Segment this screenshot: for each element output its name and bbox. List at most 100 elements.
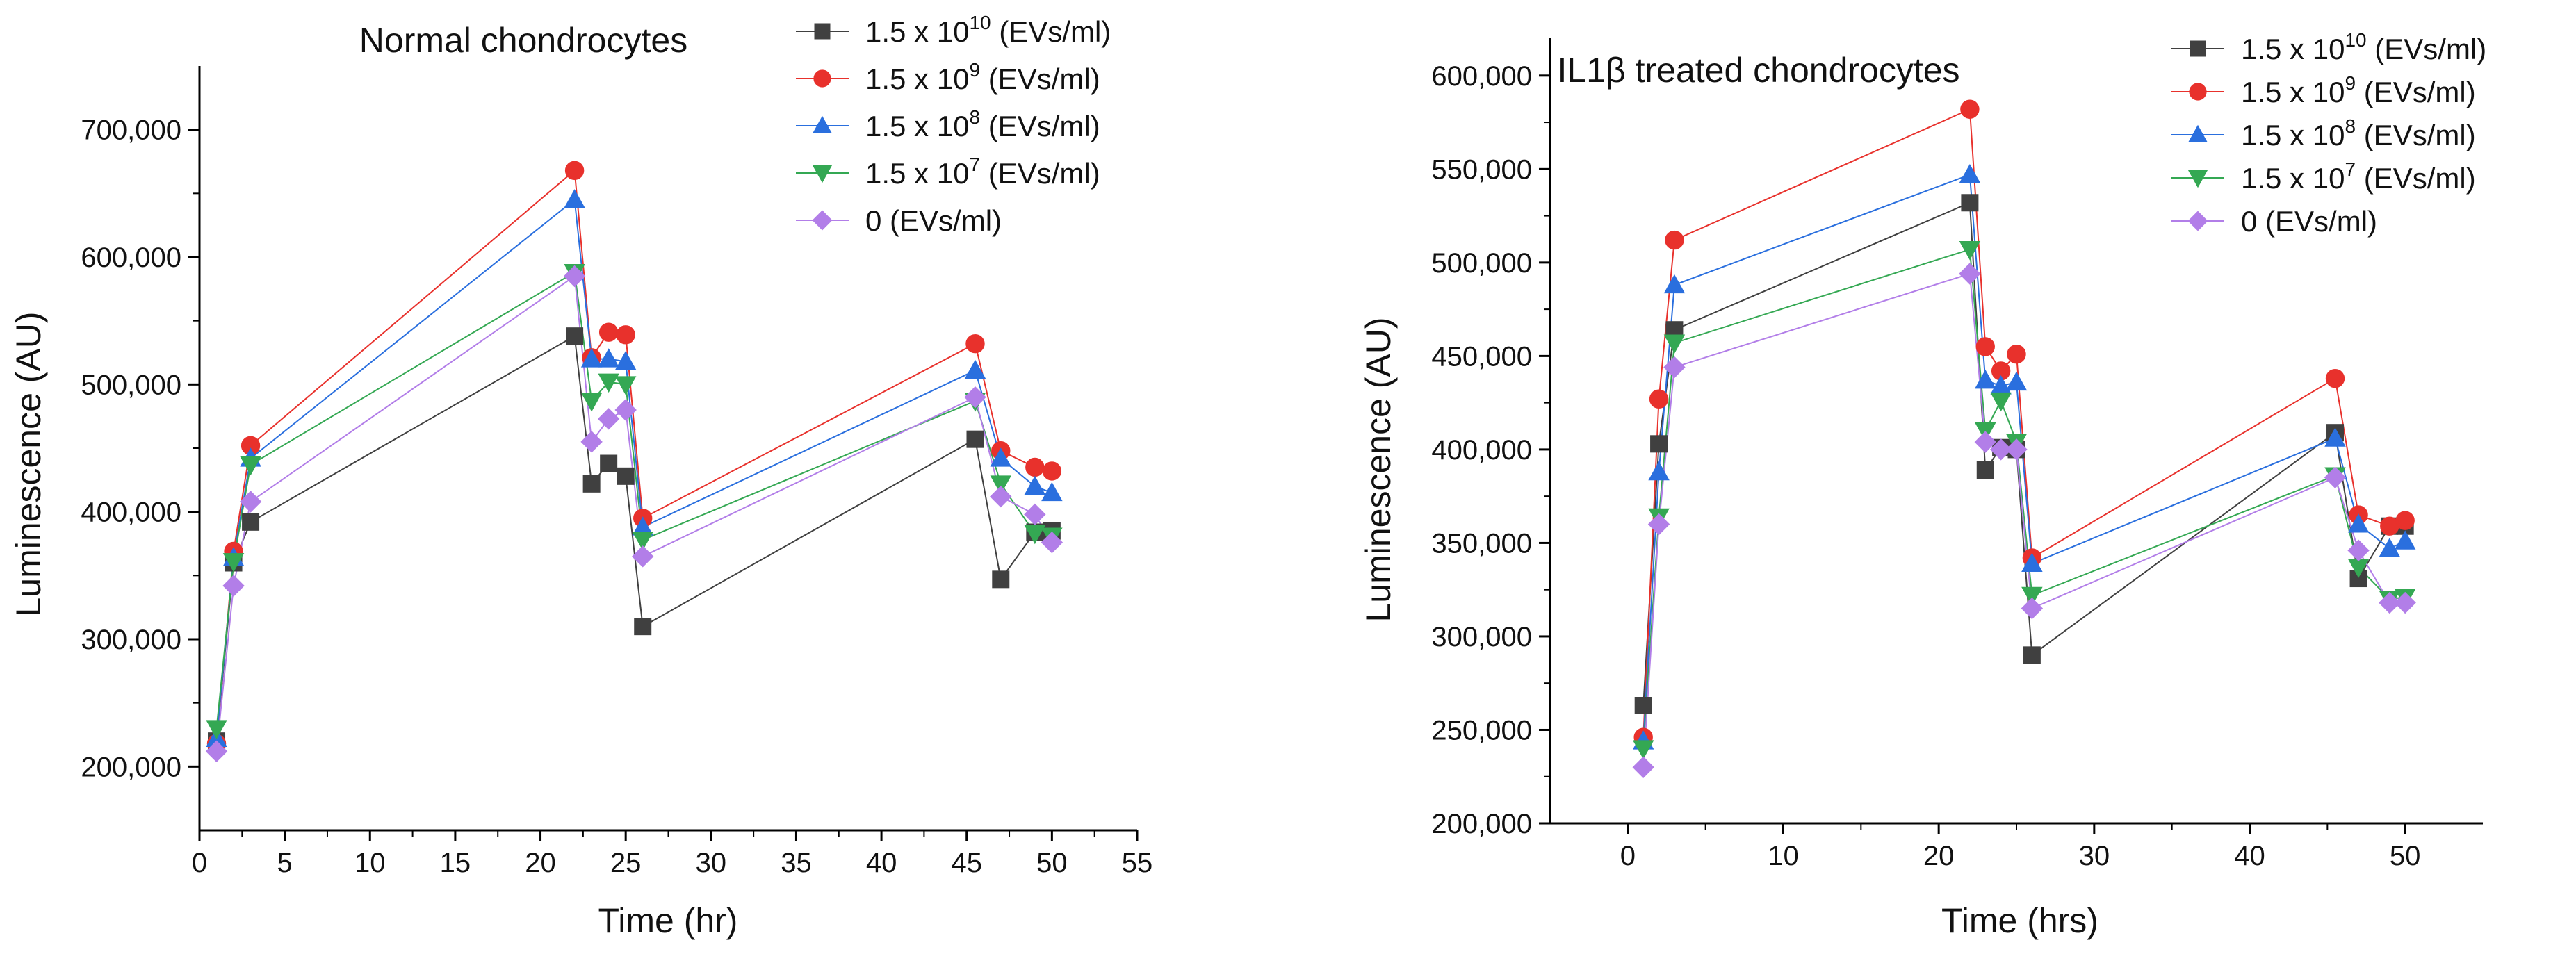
y-tick-label: 300,000: [1431, 622, 1532, 652]
series-group: [205, 160, 1063, 763]
data-point: [1959, 241, 1981, 261]
x-tick-label: 40: [2234, 841, 2265, 871]
data-point: [2005, 438, 2028, 461]
legend-label: 1.5 x 109 (EVs/ml): [2241, 72, 2476, 108]
data-point: [1663, 274, 1686, 294]
data-point: [614, 399, 637, 421]
series-line: [1642, 248, 2406, 749]
chart-title: Normal chondrocytes: [359, 21, 687, 60]
data-point: [2324, 466, 2347, 488]
y-tick-label: 400,000: [1431, 435, 1532, 466]
data-point: [1632, 756, 1654, 778]
legend-label: 1.5 x 1010 (EVs/ml): [865, 12, 1111, 48]
chart-panel-normal: Normal chondrocytes Luminescence (AU) Ti…: [9, 12, 1152, 940]
data-point: [634, 618, 652, 636]
data-point: [1025, 457, 1045, 477]
y-tick-label: 300,000: [81, 625, 181, 655]
data-point: [240, 456, 261, 476]
data-point: [205, 740, 228, 763]
data-point: [600, 454, 618, 472]
data-point: [564, 160, 585, 181]
x-tick-label: 30: [2079, 841, 2110, 871]
legend-marker: [813, 69, 831, 88]
data-point: [1647, 513, 1670, 536]
legend-marker: [814, 23, 831, 40]
data-point: [242, 513, 260, 531]
legend-label: 1.5 x 109 (EVs/ml): [865, 59, 1100, 95]
data-point: [580, 348, 603, 368]
legend-label: 0 (EVs/ml): [865, 204, 1002, 237]
legend: 1.5 x 1010 (EVs/ml) 1.5 x 109 (EVs/ml) 1.5…: [2171, 29, 2486, 238]
data-point: [2005, 371, 2028, 391]
data-point: [566, 327, 584, 345]
data-point: [966, 430, 984, 448]
data-point: [990, 447, 1012, 467]
data-point: [598, 348, 619, 368]
legend-marker: [2187, 170, 2208, 188]
y-tick-label: 600,000: [1431, 61, 1532, 92]
legend-marker: [812, 165, 833, 183]
legend-marker: [2187, 211, 2208, 231]
y-axis-label: Luminescence (AU): [9, 311, 48, 616]
data-point: [1024, 503, 1046, 526]
data-point: [2021, 552, 2043, 573]
data-point: [964, 359, 986, 379]
data-point: [580, 431, 603, 453]
series-line: [1642, 108, 2406, 738]
series-group: [1632, 99, 2416, 778]
data-point: [1634, 697, 1652, 714]
data-point: [582, 475, 601, 493]
data-point: [1959, 263, 1981, 285]
data-point: [2325, 368, 2345, 388]
data-point: [617, 467, 635, 485]
x-axis-label: Time (hr): [598, 901, 738, 940]
series-line: [215, 335, 1052, 741]
data-point: [2021, 597, 2044, 620]
data-point: [1648, 461, 1670, 481]
data-point: [1959, 163, 1981, 183]
data-point: [2395, 511, 2415, 530]
axes: 0 5 10 15 20 25 30 35 40 45 50 55 200,000 300,000 400,…: [81, 66, 1152, 878]
data-point: [2007, 344, 2026, 364]
data-point: [1024, 525, 1046, 545]
data-point: [1976, 461, 1994, 479]
data-point: [1632, 740, 1654, 759]
data-point: [1961, 194, 1979, 212]
y-tick-label: 550,000: [1431, 154, 1532, 185]
data-point: [598, 322, 619, 342]
data-point: [990, 475, 1012, 495]
data-point: [992, 570, 1010, 588]
y-tick-label: 200,000: [1431, 809, 1532, 839]
y-axis-label: Luminescence (AU): [1359, 317, 1398, 622]
legend-label: 1.5 x 108 (EVs/ml): [865, 106, 1100, 142]
x-tick-label: 25: [610, 848, 642, 878]
data-point: [1650, 435, 1668, 453]
data-point: [2394, 591, 2416, 614]
data-point: [2379, 591, 2401, 614]
legend-label: 1.5 x 107 (EVs/ml): [865, 154, 1100, 190]
data-point: [206, 720, 227, 739]
data-point: [1041, 481, 1063, 502]
x-tick-label: 20: [525, 848, 556, 878]
x-tick-label: 55: [1122, 848, 1153, 878]
data-point: [580, 393, 603, 412]
data-point: [1960, 99, 1980, 119]
legend-marker: [2187, 124, 2208, 143]
series-line: [215, 271, 1052, 729]
y-tick-label: 700,000: [81, 115, 181, 146]
data-point: [2394, 530, 2416, 550]
axes: 0 10 20 30 40 50 200,000 250,000 300,000 350,000 4…: [1431, 38, 2483, 871]
legend-marker: [812, 210, 833, 231]
data-point: [1024, 475, 1046, 495]
y-tick-label: 450,000: [1431, 341, 1532, 372]
data-point: [1990, 392, 2012, 412]
x-tick-label: 35: [781, 848, 812, 878]
legend-label: 0 (EVs/ml): [2241, 205, 2377, 238]
y-tick-label: 200,000: [81, 752, 181, 782]
data-point: [2347, 513, 2370, 533]
series-line: [215, 274, 1053, 752]
x-tick-label: 15: [440, 848, 471, 878]
y-tick-label: 400,000: [81, 497, 181, 528]
data-point: [564, 189, 585, 208]
data-point: [598, 373, 619, 393]
